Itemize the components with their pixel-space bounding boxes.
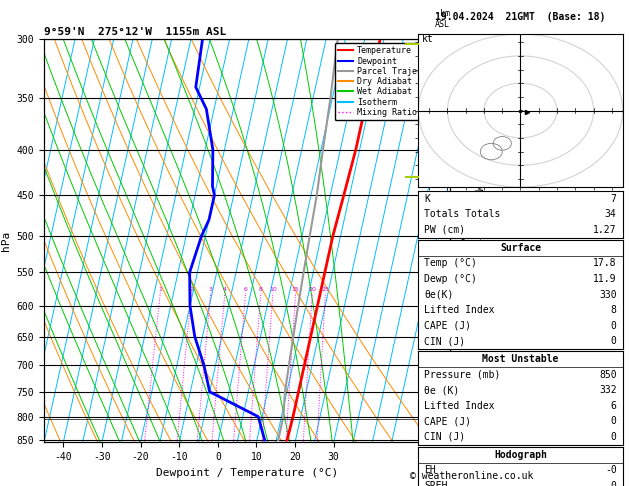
X-axis label: Dewpoint / Temperature (°C): Dewpoint / Temperature (°C) [156,468,338,478]
Text: PW (cm): PW (cm) [425,225,465,235]
Text: 15: 15 [292,287,299,292]
Text: SREH: SREH [425,481,448,486]
Text: K: K [425,194,430,204]
Text: -0: -0 [605,466,616,475]
Text: 1: 1 [159,287,162,292]
Text: 34: 34 [605,209,616,219]
Text: EH: EH [425,466,436,475]
Y-axis label: hPa: hPa [1,230,11,251]
Text: 8: 8 [611,305,616,315]
Text: 850: 850 [599,370,616,380]
Text: CAPE (J): CAPE (J) [425,321,471,330]
Text: 4: 4 [223,287,227,292]
Text: Hodograph: Hodograph [494,450,547,460]
Text: kt: kt [422,34,433,44]
Text: Dewp (°C): Dewp (°C) [425,274,477,284]
Text: CIN (J): CIN (J) [425,432,465,442]
Text: 7: 7 [611,194,616,204]
Text: 0: 0 [611,336,616,346]
Text: θe (K): θe (K) [425,385,460,395]
Text: 20: 20 [308,287,316,292]
Text: 332: 332 [599,385,616,395]
Text: 0: 0 [611,481,616,486]
Text: 9°59'N  275°12'W  1155m ASL: 9°59'N 275°12'W 1155m ASL [44,27,226,37]
Text: © weatheronline.co.uk: © weatheronline.co.uk [410,471,533,481]
Text: 10: 10 [269,287,277,292]
Text: 3: 3 [209,287,213,292]
Text: km
ASL: km ASL [435,9,450,29]
Text: 0: 0 [611,432,616,442]
Text: θe(K): θe(K) [425,290,454,299]
Text: Lifted Index: Lifted Index [425,305,495,315]
Text: 0: 0 [611,321,616,330]
Text: 19.04.2024  21GMT  (Base: 18): 19.04.2024 21GMT (Base: 18) [435,12,606,22]
Text: 1.27: 1.27 [593,225,616,235]
Y-axis label: Mixing Ratio (g/kg): Mixing Ratio (g/kg) [472,185,482,296]
Text: 6: 6 [611,401,616,411]
Text: 25: 25 [321,287,330,292]
Text: Pressure (mb): Pressure (mb) [425,370,501,380]
Text: CIN (J): CIN (J) [425,336,465,346]
Text: 8: 8 [259,287,263,292]
Text: 17.8: 17.8 [593,259,616,268]
Text: Lifted Index: Lifted Index [425,401,495,411]
Text: Most Unstable: Most Unstable [482,354,559,364]
Text: Surface: Surface [500,243,541,253]
Text: 0: 0 [611,417,616,426]
Text: LCL: LCL [454,415,469,424]
Text: Totals Totals: Totals Totals [425,209,501,219]
Text: 330: 330 [599,290,616,299]
Text: 11.9: 11.9 [593,274,616,284]
Legend: Temperature, Dewpoint, Parcel Trajectory, Dry Adiabat, Wet Adiabat, Isotherm, Mi: Temperature, Dewpoint, Parcel Trajectory… [335,43,445,120]
Text: 6: 6 [243,287,248,292]
Text: Temp (°C): Temp (°C) [425,259,477,268]
Text: 2: 2 [189,287,194,292]
Text: CAPE (J): CAPE (J) [425,417,471,426]
